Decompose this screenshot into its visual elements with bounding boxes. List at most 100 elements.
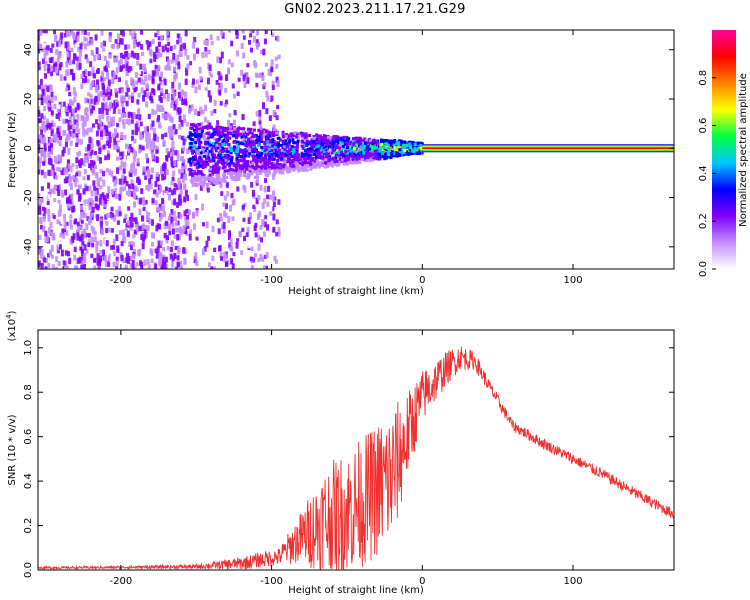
spectrogram-cell [189,133,193,137]
spectrogram-cell [334,144,338,148]
spectrogram-cell [213,266,217,269]
spectrogram-cell [166,35,170,41]
spectrogram-cell [340,138,344,142]
spectrogram-cell [86,58,90,64]
spectrogram-cell [337,136,341,140]
spectrogram-cell [274,128,278,134]
spectrogram-cell [171,261,175,268]
spectrogram-cell [67,163,71,170]
spectrogram-cell [275,63,279,69]
spectrogram-cell [181,229,185,234]
spectrogram-cell [79,43,83,50]
spectrogram-cell [211,67,215,74]
spectrogram-cell [99,194,103,200]
spectrogram-cell [303,143,307,147]
spectrogram-cell [114,39,118,44]
spectrogram-cell [399,139,403,143]
spectrogram-cell [125,92,129,97]
spectrogram-cell [229,131,233,135]
spectrogram-cell [101,113,105,120]
spectrogram-cell [216,160,220,164]
spectrogram-cell [254,156,258,160]
spectrogram-cell [209,126,213,130]
spectrogram-cell [210,169,214,176]
spectrogram-cell [215,125,219,129]
spectrogram-cell [73,97,77,103]
spectrogram-cell [128,216,132,224]
spectrogram-cell [83,244,87,251]
spectrogram-cell [139,71,143,77]
spectrogram-cell [258,72,262,78]
spectrogram-cell [196,151,200,155]
spectrogram-cell [149,183,153,190]
spectrogram-cell [182,247,186,254]
spectrogram-cell [57,241,61,247]
spectrogram-cell [205,147,209,151]
steady-line-core [422,147,674,150]
spectrogram-cell [397,143,401,147]
spectrogram-cell [320,163,324,167]
spectrogram-cell [370,148,374,152]
spectrogram-cell [105,168,109,173]
spectrogram-cell [207,140,211,144]
spectrogram-cell [46,200,50,206]
spectrogram-cell [95,130,99,137]
spectrogram-cell [264,154,268,158]
spectrogram-cell [61,149,65,157]
spectrogram-cell [317,139,321,143]
spectrogram-cell [155,225,159,232]
spectrogram-cell [65,60,69,68]
spectrogram-cell [196,176,200,180]
spectrogram-cell [202,146,206,150]
spectrogram-cell [273,142,277,146]
spectrogram-cell [391,152,395,156]
spectrogram-cell [325,163,329,167]
spectrogram-cell [160,35,164,41]
spectrogram-cell [184,78,188,86]
spectrogram-cell [130,222,134,228]
spectrogram-cell [212,164,216,168]
spectrogram-cell [222,142,226,146]
spectrogram-cell [85,249,89,254]
spectrogram-cell [260,145,264,149]
spectrogram-cell [170,216,174,221]
spectrogram-cell [80,264,84,269]
spectrogram-cell [229,238,233,246]
spectrogram-cell [233,150,237,154]
spectrogram-cell [192,128,196,132]
spectrogram-cell [228,230,232,236]
spectrogram-cell [195,260,199,267]
spectrogram-cell [162,246,166,252]
spectrogram-cell [165,56,169,62]
spectrogram-cell [142,206,146,212]
spectrogram-cell [147,264,151,269]
spectrogram-cell [105,108,109,115]
spectrogram-cell [124,44,128,50]
spectrogram-cell [204,177,208,181]
colorbar-tick-label: 0.8 [698,70,709,86]
spectrogram-cell [171,144,175,151]
spectrogram-cell [92,180,96,187]
spectrogram-cell [129,168,133,175]
spectrogram-cell [127,66,131,73]
spectrogram-cell [214,149,218,153]
spectrogram-cell [372,138,376,142]
spectrogram-cell [282,163,286,167]
spectrogram-cell [221,159,225,163]
spectrogram-cell [54,175,58,180]
spectrogram-cell [201,165,205,169]
spectrogram-cell [125,257,129,264]
snr-y-label: SNR (10 * v/v) [7,414,18,485]
spectrogram-cell [199,184,203,191]
spectrogram-cell [304,159,308,163]
spectrogram-cell [331,162,335,166]
spectrogram-cell [291,138,295,142]
spectrogram-cell [150,219,154,226]
spectrogram-cell [49,43,53,48]
spectrogram-cell [220,30,224,36]
spectrogram-cell [60,249,64,257]
spectrogram-cell [252,257,256,263]
spectrogram-cell [47,63,51,71]
spectrogram-cell [204,85,208,91]
spectrogram-cell [355,156,359,160]
